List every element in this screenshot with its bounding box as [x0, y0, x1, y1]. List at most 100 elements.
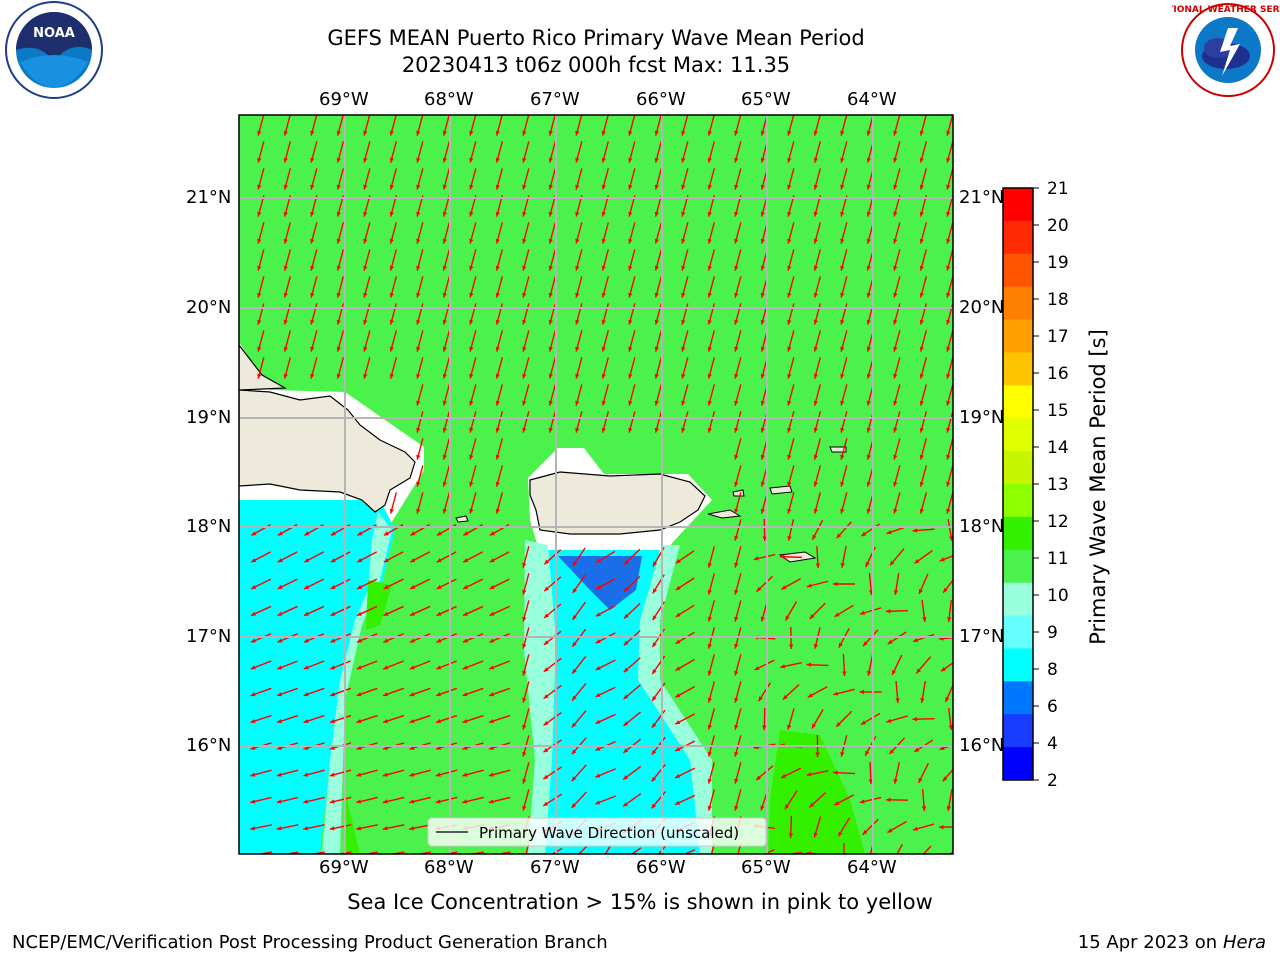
- wave-arrow: [250, 714, 272, 724]
- wave-arrow: [469, 141, 477, 163]
- wave-arrow: [947, 599, 953, 623]
- wave-arrow: [442, 222, 451, 244]
- wave-arrow: [575, 168, 583, 190]
- wave-arrow: [918, 573, 929, 595]
- wave-arrow: [707, 681, 716, 703]
- date-text: 15 Apr 2023 on: [1077, 932, 1223, 953]
- wave-arrow: [329, 714, 352, 724]
- wave-arrow: [435, 660, 458, 670]
- wave-arrow: [442, 357, 451, 379]
- wave-arrow: [276, 824, 299, 831]
- colorbar-segment: [1003, 352, 1033, 386]
- wave-arrow: [919, 438, 928, 460]
- lat-label-right: 21°N: [959, 187, 1005, 208]
- wave-arrow: [893, 384, 901, 406]
- wave-arrow: [628, 222, 636, 244]
- wave-arrow: [310, 276, 318, 298]
- wave-arrow: [572, 547, 586, 567]
- wave-arrow: [946, 168, 953, 190]
- wave-arrow: [840, 465, 848, 487]
- wave-arrow: [250, 551, 272, 563]
- wave-arrow: [303, 605, 325, 617]
- wave-arrow: [303, 578, 325, 590]
- wave-arrow: [469, 384, 477, 406]
- wave-arrow: [310, 303, 318, 325]
- wave-arrow: [601, 384, 610, 406]
- wave-arrow: [303, 824, 325, 831]
- wave-arrow: [409, 551, 431, 563]
- wave-arrow: [681, 276, 689, 298]
- wave-arrow: [363, 249, 371, 271]
- wave-arrow: [336, 249, 345, 271]
- wave-arrow: [595, 686, 616, 698]
- wave-arrow: [469, 330, 477, 352]
- wave-arrow: [811, 519, 824, 541]
- wave-arrow: [938, 824, 953, 830]
- wave-arrow: [356, 714, 378, 724]
- wave-arrow: [283, 141, 292, 163]
- wave-arrow: [628, 168, 636, 190]
- wave-arrow: [734, 141, 742, 163]
- wave-arrow: [276, 660, 299, 670]
- wave-arrow: [734, 438, 742, 460]
- wave-arrow: [787, 465, 795, 487]
- wave-arrow: [416, 141, 424, 163]
- wave-arrow: [651, 763, 666, 783]
- wave-arrow: [363, 330, 371, 352]
- wave-arrow: [891, 654, 903, 676]
- wave-arrow: [893, 357, 901, 379]
- wave-arrow: [840, 330, 848, 352]
- wave-arrow: [495, 249, 504, 271]
- wave-arrow: [416, 115, 424, 136]
- wave-arrow: [681, 115, 689, 136]
- wave-arrow: [681, 330, 689, 352]
- colorbar-segment: [1003, 582, 1033, 617]
- wave-arrow: [389, 115, 397, 136]
- wave-arrow: [442, 384, 451, 406]
- wave-arrow: [922, 845, 932, 854]
- wave-arrow: [382, 714, 405, 724]
- noaa-logo-text: NOAA: [33, 26, 75, 41]
- wave-arrow: [435, 687, 458, 697]
- wave-arrow: [442, 330, 451, 352]
- wave-arrow: [788, 815, 793, 839]
- wave-arrow: [336, 357, 345, 379]
- wave-arrow: [462, 714, 484, 724]
- wave-arrow: [276, 687, 299, 697]
- wave-arrow: [329, 687, 352, 697]
- hispaniola-land: [239, 389, 416, 513]
- wave-arrow: [409, 714, 431, 724]
- wave-arrow: [628, 276, 636, 298]
- wave-arrow: [843, 843, 845, 854]
- wave-arrow: [416, 411, 424, 433]
- wave-arrow: [674, 713, 696, 725]
- wave-arrow: [787, 276, 795, 298]
- wave-arrow: [893, 762, 900, 784]
- wave-arrow: [860, 523, 881, 537]
- wave-arrow: [628, 115, 636, 136]
- wave-arrow: [919, 249, 928, 271]
- colorbar-tick-label: 4: [1047, 734, 1058, 754]
- colorbar-label: Primary Wave Mean Period [s]: [1086, 329, 1110, 645]
- wave-arrow: [840, 168, 848, 190]
- wave-arrow: [707, 384, 716, 406]
- wave-arrow: [495, 276, 504, 298]
- wave-arrow: [885, 797, 909, 803]
- wave-arrow: [654, 115, 662, 136]
- wave-arrow: [257, 141, 265, 163]
- wave-arrow: [867, 654, 874, 676]
- wave-arrow: [787, 141, 795, 163]
- wave-arrow: [548, 249, 557, 271]
- wave-arrow: [628, 249, 636, 271]
- wave-arrow: [469, 438, 477, 460]
- wave-arrow: [595, 713, 616, 725]
- lat-label-left: 21°N: [186, 187, 232, 208]
- wave-arrow: [946, 249, 953, 271]
- wave-arrow: [488, 660, 511, 670]
- wave-arrow: [442, 411, 451, 433]
- wave-arrow: [946, 141, 953, 163]
- wave-arrow: [946, 789, 953, 811]
- wave-arrow: [912, 528, 935, 533]
- lon-label-top: 64°W: [847, 89, 897, 110]
- wave-arrow: [416, 249, 424, 271]
